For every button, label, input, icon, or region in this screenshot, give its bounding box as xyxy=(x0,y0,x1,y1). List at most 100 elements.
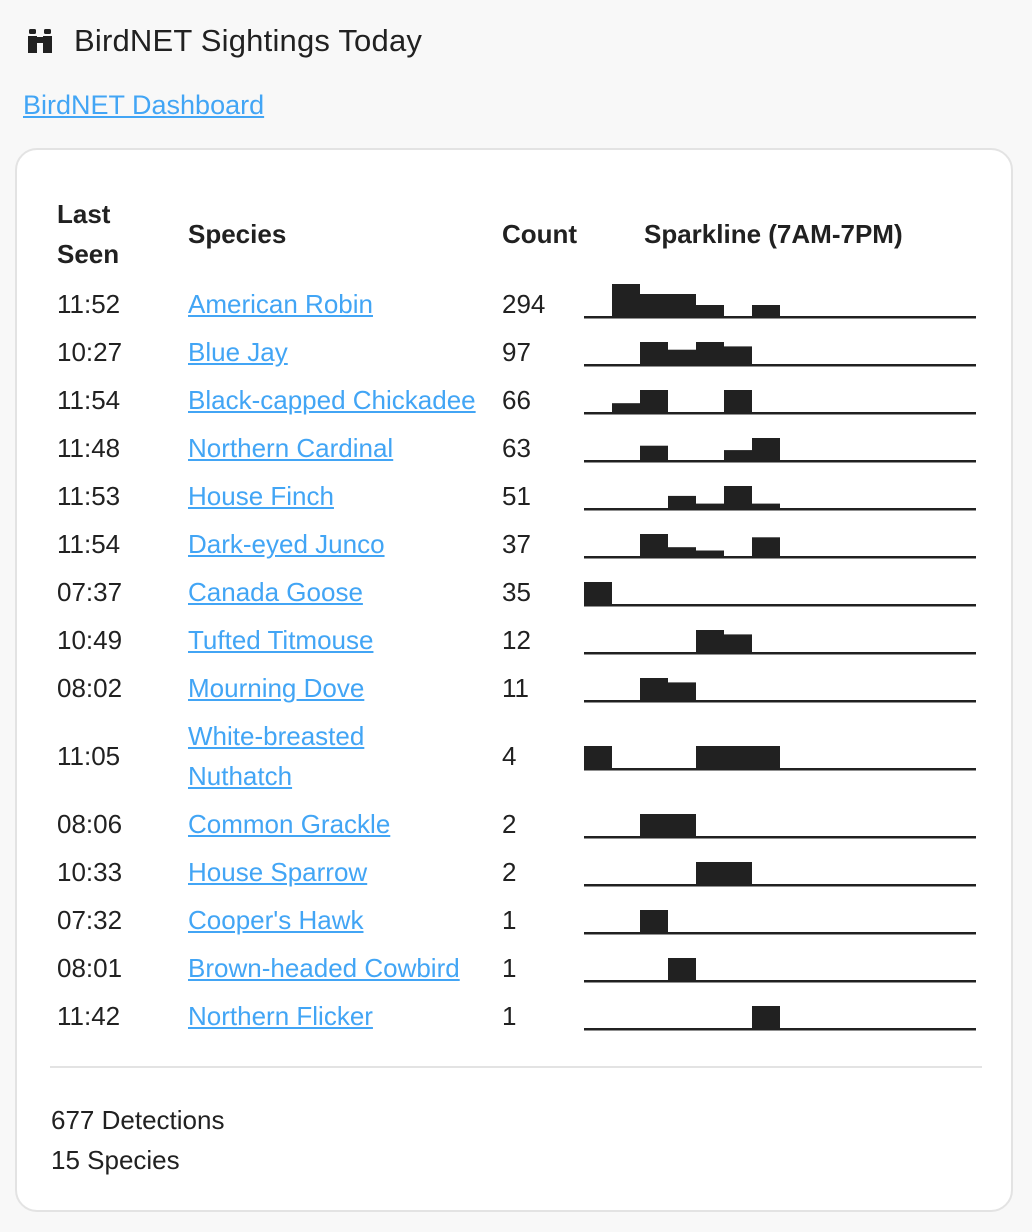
species-link[interactable]: Canada Goose xyxy=(188,577,363,607)
sparkline-chart xyxy=(584,862,976,887)
table-row: 11:52 American Robin 294 xyxy=(49,280,984,328)
sparkline-bar xyxy=(668,349,696,364)
last-seen-time: 11:48 xyxy=(57,433,121,463)
sparkline-cell xyxy=(584,472,984,520)
species-cell: Tufted Titmouse xyxy=(188,616,502,664)
table-row: 11:54 Black-capped Chickadee 66 xyxy=(49,376,984,424)
sparkline-chart xyxy=(584,582,976,607)
sparkline-chart xyxy=(584,1006,976,1031)
sparkline-baseline xyxy=(584,556,976,559)
sparkline-bar xyxy=(584,582,612,604)
sparkline-chart xyxy=(584,438,976,463)
sparkline-bar xyxy=(724,862,752,884)
detection-count: 2 xyxy=(502,857,517,887)
detection-count: 1 xyxy=(502,905,517,935)
sparkline-bar xyxy=(724,486,752,508)
species-link[interactable]: Common Grackle xyxy=(188,809,391,839)
sparkline-chart xyxy=(584,814,976,839)
sparkline-bar xyxy=(668,495,696,508)
sparkline-baseline xyxy=(584,316,976,319)
last-seen-time: 11:54 xyxy=(57,529,121,559)
sparkline-bar xyxy=(752,438,780,460)
table-row: 07:32 Cooper's Hawk 1 xyxy=(49,896,984,944)
species-cell: Blue Jay xyxy=(188,328,502,376)
sparkline-bar xyxy=(724,634,752,652)
species-link[interactable]: House Finch xyxy=(188,481,334,511)
species-link[interactable]: Brown-headed Cowbird xyxy=(188,953,460,983)
table-row: 08:02 Mourning Dove 11 xyxy=(49,664,984,712)
detection-count: 12 xyxy=(502,625,531,655)
col-header-count: Count xyxy=(502,219,578,249)
table-row: 11:48 Northern Cardinal 63 xyxy=(49,424,984,472)
table-row: 10:33 House Sparrow 2 xyxy=(49,848,984,896)
sparkline-baseline xyxy=(584,364,976,367)
last-seen-time: 10:49 xyxy=(57,625,123,655)
sparkline-bar xyxy=(752,503,780,508)
species-cell: Northern Cardinal xyxy=(188,424,502,472)
sparkline-bar xyxy=(640,534,668,556)
species-cell: Brown-headed Cowbird xyxy=(188,944,502,992)
species-link-line-1: White-breasted xyxy=(188,721,365,751)
sparkline-chart xyxy=(584,746,976,771)
sparkline-cell xyxy=(584,280,984,328)
species-cell: American Robin xyxy=(188,280,502,328)
species-link[interactable]: Northern Flicker xyxy=(188,1001,373,1031)
sparkline-bar xyxy=(668,294,696,316)
birdnet-dashboard-link[interactable]: BirdNET Dashboard xyxy=(23,90,265,120)
sparkline-baseline xyxy=(584,980,976,983)
sparkline-baseline xyxy=(584,700,976,703)
sparkline-chart xyxy=(584,678,976,703)
sparkline-cell xyxy=(584,376,984,424)
species-link[interactable]: White-breasted Nuthatch xyxy=(188,721,364,791)
sparkline-chart xyxy=(584,630,976,655)
species-cell: Canada Goose xyxy=(188,568,502,616)
table-row: 11:54 Dark-eyed Junco 37 xyxy=(49,520,984,568)
sparkline-cell xyxy=(584,568,984,616)
sparkline-bar xyxy=(640,390,668,412)
detection-count: 11 xyxy=(502,673,529,703)
sparkline-bar xyxy=(696,342,724,364)
sparkline-bar xyxy=(668,958,696,980)
sparkline-bar xyxy=(640,445,668,460)
last-seen-time: 11:53 xyxy=(57,481,121,511)
species-link[interactable]: Mourning Dove xyxy=(188,673,365,703)
species-link[interactable]: Tufted Titmouse xyxy=(188,625,374,655)
detection-count: 1 xyxy=(502,953,517,983)
col-header-sparkline: Sparkline (7AM-7PM) xyxy=(644,219,903,249)
sparkline-baseline xyxy=(584,932,976,935)
species-link[interactable]: House Sparrow xyxy=(188,857,368,887)
sparkline-baseline xyxy=(584,884,976,887)
detection-count: 294 xyxy=(502,289,546,319)
col-header-seen: Seen xyxy=(57,239,120,269)
species-cell: Black-capped Chickadee xyxy=(188,376,502,424)
species-link[interactable]: Dark-eyed Junco xyxy=(188,529,385,559)
sparkline-baseline xyxy=(584,768,976,771)
sparkline-cell xyxy=(584,800,984,848)
species-link[interactable]: Blue Jay xyxy=(188,337,288,367)
sparkline-bar xyxy=(668,547,696,556)
detection-count: 37 xyxy=(502,529,531,559)
sparkline-bar xyxy=(640,342,668,364)
sparkline-bar xyxy=(724,450,752,460)
sparkline-baseline xyxy=(584,508,976,511)
last-seen-time: 10:27 xyxy=(57,337,123,367)
last-seen-time: 11:54 xyxy=(57,385,121,415)
sparkline-chart xyxy=(584,486,976,511)
sparkline-bar xyxy=(640,814,668,836)
sparkline-bar xyxy=(696,862,724,884)
sparkline-cell xyxy=(584,712,984,800)
species-cell: Mourning Dove xyxy=(188,664,502,712)
last-seen-time: 07:37 xyxy=(57,577,123,607)
sparkline-bar xyxy=(668,682,696,700)
sparkline-bar xyxy=(640,678,668,700)
detection-count: 51 xyxy=(502,481,531,511)
sparkline-baseline xyxy=(584,836,976,839)
species-cell: Common Grackle xyxy=(188,800,502,848)
detection-count: 97 xyxy=(502,337,531,367)
species-link[interactable]: Black-capped Chickadee xyxy=(188,385,476,415)
species-link[interactable]: American Robin xyxy=(188,289,373,319)
species-link[interactable]: Cooper's Hawk xyxy=(188,905,364,935)
species-link[interactable]: Northern Cardinal xyxy=(188,433,394,463)
sparkline-bar xyxy=(696,746,724,768)
species-cell: Northern Flicker xyxy=(188,992,502,1040)
